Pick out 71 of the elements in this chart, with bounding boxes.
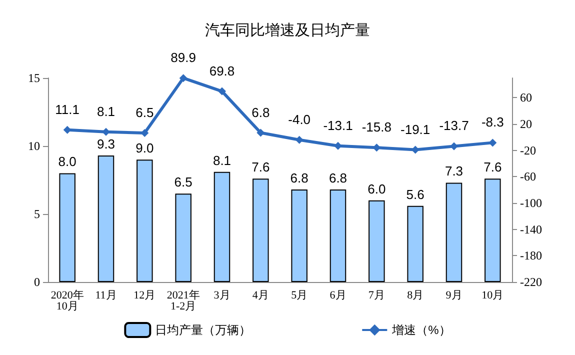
y2-tick-label: -180 [520,248,542,263]
point [256,128,265,137]
bar [330,190,346,282]
x-tick-label: 5月 [291,290,308,302]
y2-tick-label: 20 [520,117,532,132]
y-tick-label: 10 [28,139,40,153]
bar [446,182,462,282]
data-label: 8.1 [212,152,232,168]
x-tick-label: 8月 [407,290,424,302]
data-label: 9.0 [136,140,154,156]
y2-tick-label: -60 [520,170,536,184]
bar [59,173,76,282]
data-label: 7.3 [444,164,464,179]
y2-tick-label: -140 [520,222,542,236]
bar [407,206,424,282]
bar [484,178,501,282]
y2-tick-label: -100 [520,196,542,210]
data-label: 7.6 [252,160,270,175]
y2-tick-label: -220 [520,275,542,289]
data-label: 89.9 [170,50,196,66]
legend-label: 增速（%） [391,323,451,337]
x-tick-label: 10月 [482,290,504,302]
data-label: 6.8 [252,104,270,120]
bar [98,156,114,282]
point [334,142,342,150]
data-label: 6.5 [174,174,192,190]
y-tick-label: 5 [34,207,40,221]
data-label: -13.1 [323,118,353,133]
bar [175,194,192,282]
data-label: -15.8 [362,120,392,135]
data-label: 6.8 [290,170,308,186]
data-label: 6.8 [328,170,348,186]
x-tick-label: 2021年 1-2月 [166,290,200,312]
data-label: 9.3 [96,136,116,152]
data-label: 5.6 [406,186,424,202]
data-label: 6.0 [368,181,386,196]
x-tick-label: 11月 [95,290,117,302]
x-tick-label: 6月 [330,290,346,302]
chart-title: 汽车同比增速及日均产量 [205,22,370,39]
data-label: -19.1 [400,122,430,137]
y-tick-label: 15 [28,71,40,85]
x-tick-label: 9月 [446,290,462,302]
data-label: 7.6 [484,160,502,175]
point [140,128,149,137]
data-label: 11.1 [55,102,80,117]
point [102,128,110,136]
data-label: 6.5 [136,104,154,120]
x-tick-label: 4月 [252,290,269,302]
x-tick-label: 12月 [134,290,156,302]
bar [291,190,308,282]
bar [136,160,153,282]
data-label: -13.7 [439,118,469,134]
data-label: 8.0 [58,154,76,170]
data-label: -8.3 [481,114,504,130]
data-label: 69.8 [209,63,235,78]
point [179,74,188,82]
x-tick-label: 7月 [368,290,385,302]
point [450,142,458,150]
point [295,136,304,144]
x-tick-label: 2020年 10月 [50,290,84,312]
y2-tick-label: -20 [520,143,536,158]
data-label: -4.0 [288,112,311,127]
y2-tick-label: 60 [520,90,532,105]
point [218,87,226,96]
y-tick-label: 0 [34,275,40,289]
bar [368,200,385,282]
bar [252,178,269,282]
data-label: 8.1 [96,104,116,119]
x-tick-label: 3月 [214,290,230,302]
legend-label: 日均产量（万辆） [155,323,252,337]
bar [214,172,230,282]
